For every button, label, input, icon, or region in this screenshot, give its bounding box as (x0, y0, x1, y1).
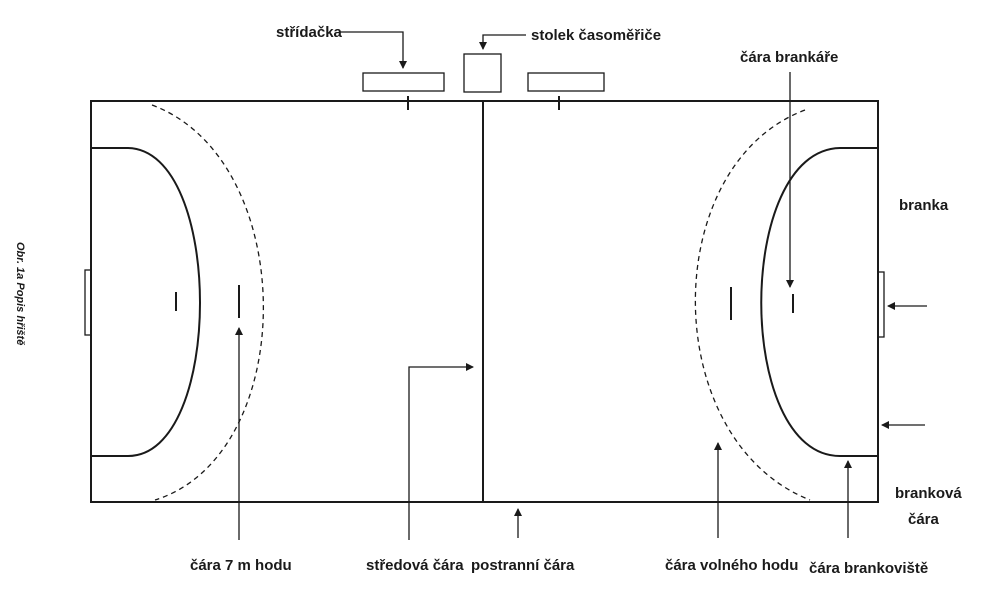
arrow-stredova-cara (408, 363, 474, 540)
label-cara-brankoviste: čára brankoviště (809, 560, 928, 577)
label-brankova-cara-1: branková (895, 485, 962, 502)
left-free-throw-line (151, 104, 264, 501)
timekeeper-table (463, 53, 502, 93)
right-goal-area-line (760, 147, 878, 457)
label-brankova-cara-2: čára (908, 511, 940, 528)
label-branka: branka (899, 197, 949, 214)
left-goal-area-line (91, 147, 201, 457)
figure-caption: Obr. 1a Popis hřiště (14, 242, 26, 345)
label-cara-7m-hodu: čára 7 m hodu (190, 557, 292, 574)
label-stolek-casomerice: stolek časoměřiče (531, 27, 661, 44)
label-cara-brankare: čára brankáře (740, 49, 838, 66)
left-substitution-bench (362, 72, 445, 92)
left-goal (84, 269, 92, 336)
arrow-stridacka (340, 31, 407, 69)
label-postranni-cara: postranní čára (471, 557, 575, 574)
right-free-throw-line (694, 109, 811, 501)
right-goal (877, 271, 885, 338)
label-stridacka: střídačka (276, 24, 343, 41)
right-substitution-bench (527, 72, 605, 92)
court-boundary (90, 100, 879, 503)
label-stredova-cara: středová čára (366, 557, 464, 574)
arrow-stolek (479, 34, 526, 50)
label-cara-volneho-hodu: čára volného hodu (665, 557, 798, 574)
